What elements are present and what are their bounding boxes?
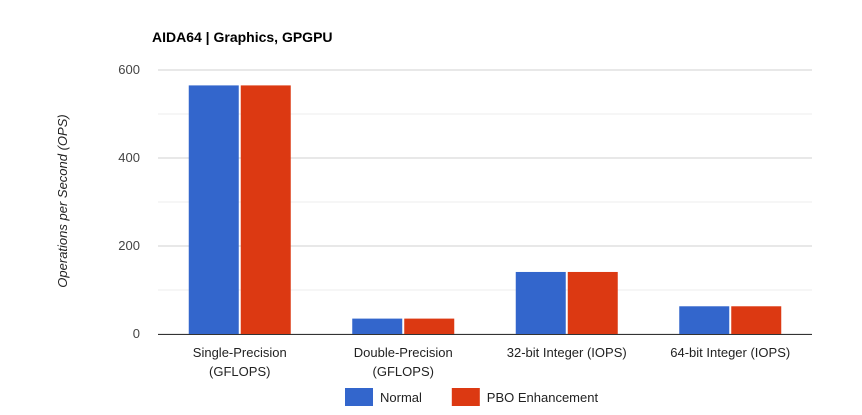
bar-normal-1 [352,318,403,334]
legend-swatch-pbo-enhancement [451,388,480,406]
legend-label: Normal [380,390,422,405]
y-axis-label: Operations per Second (OPS) [55,114,70,287]
x-category-label: (GFLOPS) [373,364,434,379]
y-tick-label: 600 [118,62,140,77]
bars [188,85,782,335]
bar-normal-2 [515,271,566,334]
x-category-label: Double-Precision [354,345,453,360]
x-category-label: (GFLOPS) [209,364,270,379]
y-tick-label: 0 [133,326,140,341]
x-category-label: Single-Precision [193,345,287,360]
x-axis-category-labels: Single-Precision (GFLOPS) Double-Precision… [193,345,790,379]
bar-pbo-enhancement-1 [404,318,455,334]
chart-title: AIDA64 | Graphics, GPGPU [152,29,333,45]
bar-pbo-enhancement-0 [240,85,291,335]
legend: Normal PBO Enhancement [345,388,598,406]
legend-label: PBO Enhancement [487,390,599,405]
x-category-label: 64-bit Integer (IOPS) [670,345,790,360]
bar-pbo-enhancement-2 [567,271,618,334]
x-category-label: 32-bit Integer (IOPS) [507,345,627,360]
y-axis-ticks: 0 200 400 600 [118,62,140,341]
y-tick-label: 200 [118,238,140,253]
bar-normal-3 [679,306,730,334]
y-tick-label: 400 [118,150,140,165]
bar-pbo-enhancement-3 [731,306,782,334]
bar-normal-0 [188,85,239,335]
legend-swatch-normal [345,388,373,406]
